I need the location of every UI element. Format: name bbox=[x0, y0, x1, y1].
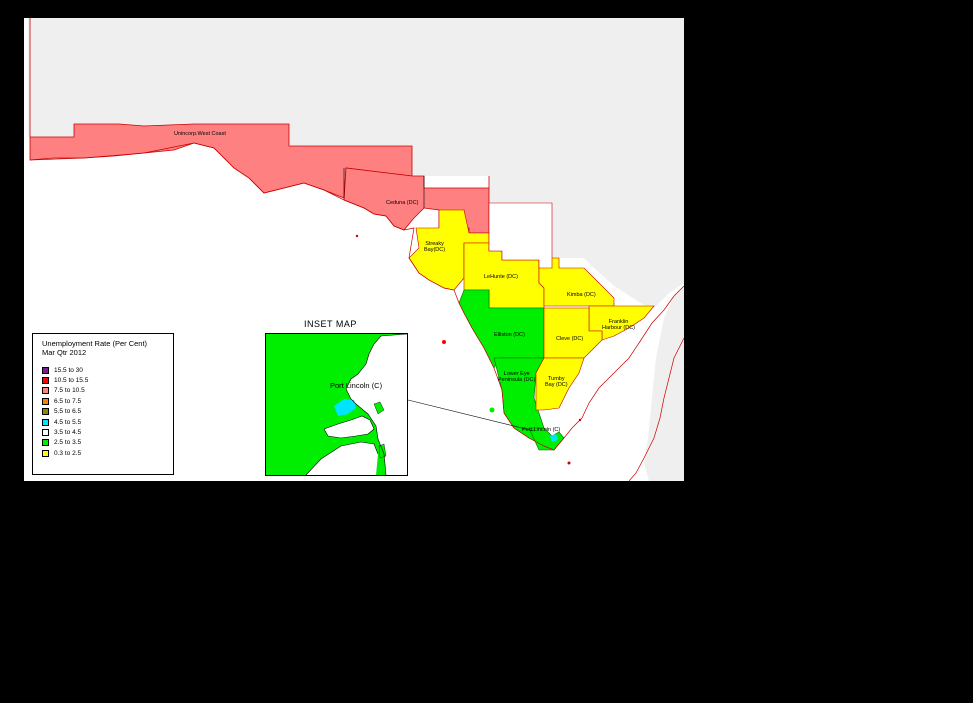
inset-map: Port Lincoln (C) bbox=[265, 333, 408, 476]
region-port-lincoln-core bbox=[550, 434, 558, 442]
legend-label: 10.5 to 15.5 bbox=[54, 377, 89, 385]
label-lower-eyre-line1: Lower Eye bbox=[503, 371, 530, 377]
inset-bay-south bbox=[306, 442, 378, 475]
legend-item: 2.5 to 3.5 bbox=[42, 438, 173, 448]
label-ceduna: Ceduna (DC) bbox=[386, 200, 419, 206]
inset-port-lincoln-core bbox=[334, 399, 356, 416]
island bbox=[442, 340, 446, 344]
coastline bbox=[29, 142, 684, 451]
inset-island bbox=[373, 401, 385, 415]
legend-swatch bbox=[42, 439, 49, 447]
label-franklin-harbour: Franklin Harbour (DC) bbox=[602, 319, 635, 331]
legend-swatch bbox=[42, 408, 49, 416]
legend-swatch bbox=[42, 366, 49, 374]
label-tumby-line2: Bay (DC) bbox=[545, 382, 568, 388]
region-kimba[interactable] bbox=[538, 257, 615, 307]
legend-label: 3.5 to 4.5 bbox=[54, 429, 82, 437]
map-panel: Unincorp.West Coast Ceduna (DC) Streaky … bbox=[24, 18, 684, 481]
legend-label: 5.5 to 6.5 bbox=[54, 408, 82, 416]
label-kimba: Kimba (DC) bbox=[567, 292, 596, 298]
map-canvas bbox=[28, 18, 684, 481]
region-tumby-bay[interactable] bbox=[535, 357, 585, 411]
legend-label: 6.5 to 7.5 bbox=[54, 397, 82, 405]
legend-label: 7.5 to 10.5 bbox=[54, 387, 85, 395]
legend-items: 15.5 to 30 10.5 to 15.5 7.5 to 10.5 6.5 … bbox=[42, 365, 173, 459]
inset-coastline bbox=[323, 415, 375, 439]
label-tumby-bay: Tumby Bay (DC) bbox=[545, 376, 568, 388]
island bbox=[489, 407, 495, 413]
legend-item: 5.5 to 6.5 bbox=[42, 407, 173, 417]
legend-title: Unemployment Rate (Per Cent) bbox=[42, 339, 148, 348]
legend-item: 4.5 to 5.5 bbox=[42, 417, 173, 427]
inset-label-port-lincoln: Port Lincoln (C) bbox=[330, 381, 383, 390]
island bbox=[355, 234, 359, 238]
label-elliston: Elliston (DC) bbox=[494, 332, 525, 338]
legend-item: 15.5 to 30 bbox=[42, 365, 173, 375]
inset-canvas bbox=[266, 334, 407, 475]
legend-label: 4.5 to 5.5 bbox=[54, 418, 82, 426]
label-lower-eyre-line2: Peninsula (DC) bbox=[498, 377, 536, 383]
inset-map-title: INSET MAP bbox=[304, 319, 357, 329]
legend-item: 3.5 to 4.5 bbox=[42, 427, 173, 437]
region-port-lincoln[interactable] bbox=[528, 427, 565, 451]
label-streaky-bay-line1: Streaky bbox=[425, 241, 444, 247]
label-le-hunte: LeHunte (DC) bbox=[484, 274, 518, 280]
label-port-lincoln: Port Lincoln (C) bbox=[522, 427, 561, 433]
label-franklin-line1: Franklin bbox=[608, 319, 629, 325]
island bbox=[578, 418, 582, 422]
inset-coastline bbox=[345, 334, 407, 475]
legend-label: 0.3 to 2.5 bbox=[54, 449, 82, 457]
inset-connector bbox=[407, 399, 535, 432]
label-cleve: Cleve (DC) bbox=[556, 336, 584, 342]
legend-swatch bbox=[42, 377, 49, 385]
legend-swatch bbox=[42, 418, 49, 426]
label-streaky-bay: Streaky Bay(DC) bbox=[424, 241, 445, 253]
northern-land bbox=[28, 18, 684, 308]
legend-swatch bbox=[42, 397, 49, 405]
label-tumby-line1: Tumby bbox=[548, 376, 565, 382]
legend-subtitle: Mar Qtr 2012 bbox=[42, 348, 87, 357]
label-franklin-line2: Harbour (DC) bbox=[602, 325, 636, 331]
label-lower-eyre: Lower Eye Peninsula (DC) bbox=[498, 371, 535, 383]
legend-item: 10.5 to 15.5 bbox=[42, 375, 173, 385]
label-streaky-bay-line2: Bay(DC) bbox=[424, 247, 446, 253]
legend-item: 7.5 to 10.5 bbox=[42, 386, 173, 396]
legend: Unemployment Rate (Per Cent) Mar Qtr 201… bbox=[32, 333, 174, 475]
label-west-coast: Unincorp.West Coast bbox=[174, 131, 226, 137]
island bbox=[567, 461, 571, 465]
legend-item: 0.3 to 2.5 bbox=[42, 448, 173, 458]
legend-item: 6.5 to 7.5 bbox=[42, 396, 173, 406]
legend-swatch bbox=[42, 387, 49, 395]
coastline-east bbox=[628, 337, 684, 481]
legend-label: 2.5 to 3.5 bbox=[54, 439, 82, 447]
legend-swatch bbox=[42, 429, 49, 437]
legend-swatch bbox=[42, 449, 49, 457]
inset-bay bbox=[324, 416, 374, 438]
legend-label: 15.5 to 30 bbox=[54, 366, 83, 374]
inset-coastline bbox=[305, 441, 379, 475]
region-unincorp-north bbox=[488, 202, 553, 269]
